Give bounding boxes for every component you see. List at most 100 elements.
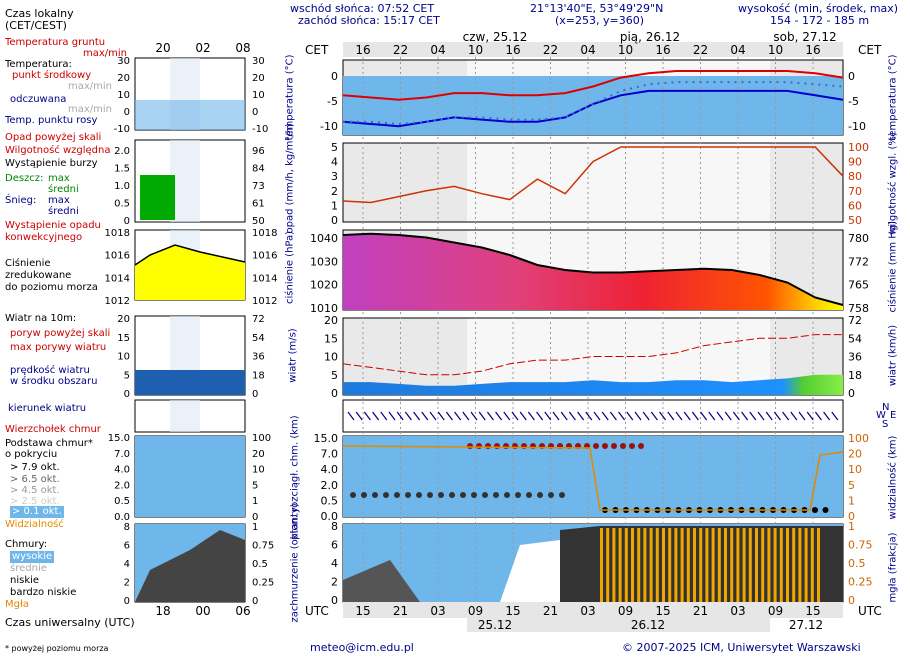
fog-bar — [767, 528, 771, 602]
legend-axis-label: 2.0 — [114, 146, 130, 157]
axis-tick-label: 758 — [848, 302, 869, 315]
axis-tick-label: 5 — [848, 479, 855, 492]
legend-axis-label: -10 — [114, 124, 130, 135]
top-hour-label: 04 — [730, 43, 745, 57]
okt-79-label: > 7.9 okt. — [10, 462, 60, 473]
axis-tick-label: 1 — [848, 520, 855, 533]
axis-tick-label: 3 — [331, 170, 338, 183]
wind-arrow — [667, 411, 675, 421]
cloudbase-sky — [343, 436, 843, 517]
legend-clouds-area — [135, 530, 245, 602]
mid-clouds-area — [500, 540, 560, 602]
felt-max-min-label: max/min — [68, 104, 113, 115]
cloud-base-dot — [405, 492, 411, 498]
compass-n: N — [882, 402, 889, 413]
axis-tick-label: 80 — [848, 170, 862, 183]
legend-axis-label: 0 — [252, 107, 258, 118]
footnote: * powyżej poziomu morza — [5, 644, 109, 653]
fog-bar — [649, 528, 653, 602]
snow-max-label: max — [48, 195, 70, 206]
elevation-values: 154 - 172 - 185 m — [770, 14, 870, 27]
top-hour-label: 22 — [543, 43, 558, 57]
cloud-base-dot — [504, 492, 510, 498]
legend-axis-label: 0.0 — [114, 512, 130, 523]
precip-conv-label-1: Wystąpienie opadu — [5, 220, 101, 231]
cloud-top-dot — [629, 443, 635, 449]
wind-arrow — [675, 411, 683, 421]
bottom-hour-label: 15 — [805, 604, 820, 618]
okt-45-label: > 4.5 okt. — [10, 485, 60, 496]
wind-speed-area — [343, 374, 843, 395]
axis-tick-label: 1010 — [310, 302, 338, 315]
wind-arrow — [470, 411, 478, 421]
wind-arrow — [716, 411, 724, 421]
fog-bar — [786, 528, 789, 602]
ground-temp-sub: max/min — [83, 48, 128, 59]
cloud-top-dot — [602, 443, 608, 449]
axis-tick-label: 0 — [848, 70, 855, 83]
legend-rain-bars — [140, 175, 175, 220]
cet-label-left: CET — [305, 43, 329, 57]
wind-arrow — [404, 411, 412, 421]
axis-tick-label: 1040 — [310, 232, 338, 245]
bottom-hour-label: 09 — [768, 604, 783, 618]
wind-arrow — [478, 411, 486, 421]
felt-temp-label: odczuwana — [10, 94, 67, 105]
wind-arrow — [355, 411, 363, 421]
fog-bar — [724, 528, 727, 602]
local-time-label: Czas lokalny — [5, 7, 74, 20]
legend-axis-label: 1018 — [105, 228, 130, 239]
cloud-base-dot — [438, 492, 444, 498]
contact-email[interactable]: meteo@icm.edu.pl — [310, 641, 414, 654]
cloud-base-dot — [361, 492, 367, 498]
legend-axis-label: 2.0 — [114, 480, 130, 491]
axis-tick-label: 50 — [848, 214, 862, 227]
okt-65-label: > 6.5 okt. — [10, 474, 60, 485]
legend-axis-label: 1012 — [252, 296, 277, 307]
fog-bar — [742, 528, 746, 602]
fog-bar — [680, 528, 684, 602]
bottom-hour-label: 09 — [618, 604, 633, 618]
legend-axis-label: 10 — [252, 90, 265, 101]
wind-arrow — [429, 411, 437, 421]
precip-conv-label-2: konwekcyjnego — [5, 232, 83, 243]
legend-axis-label: -10 — [252, 124, 268, 135]
cloud-top-label: Wierzchołek chmur — [5, 424, 101, 435]
axis-tick-label: 0 — [848, 387, 855, 400]
wind-arrow — [396, 411, 404, 421]
wind-arrow — [454, 411, 462, 421]
snow-mean-label: średni — [48, 206, 79, 217]
wind-arrow — [347, 411, 355, 421]
wind-arrow — [724, 411, 732, 421]
wind-arrow — [609, 411, 617, 421]
top-hour-bar — [343, 42, 843, 57]
axis-tick-label: 0.25 — [848, 576, 873, 589]
legend-axis-label: 0 — [124, 596, 130, 607]
fog-bar — [655, 528, 659, 602]
day-label: czw, 25.12 — [463, 30, 528, 44]
pressure-line — [342, 232, 844, 306]
axis-tick-label: 72 — [848, 314, 862, 327]
wind-arrow — [708, 411, 716, 421]
sunrise-text: wschód słońca: 07:52 CET — [290, 2, 435, 15]
wind-arrow — [568, 411, 576, 421]
axis-tick-label: 15.0 — [314, 432, 339, 445]
legend-axis-label: 1016 — [252, 251, 277, 262]
axis-tick-label: 1 — [331, 199, 338, 212]
day-label: sob, 27.12 — [773, 30, 836, 44]
cloud-base-dot — [482, 492, 488, 498]
cloud-base-label-1: Podstawa chmur* — [5, 438, 93, 449]
grid-coordinates-text: (x=253, y=360) — [555, 14, 645, 27]
legend-axis-label: 20 — [252, 449, 265, 460]
top-hour-label: 22 — [393, 43, 408, 57]
axis-tick-label: 0 — [848, 594, 855, 607]
legend-axis-label: 1014 — [252, 273, 277, 284]
axis-tick-label: 765 — [848, 279, 869, 292]
utc-label-right: UTC — [858, 604, 882, 618]
bottom-hour-bar — [343, 602, 843, 618]
legend-axis-label: 0.5 — [252, 559, 268, 570]
fog-bar — [798, 528, 802, 602]
wind-arrow — [741, 411, 749, 421]
pressure-area — [343, 233, 843, 310]
top-hour-label: 10 — [618, 43, 633, 57]
